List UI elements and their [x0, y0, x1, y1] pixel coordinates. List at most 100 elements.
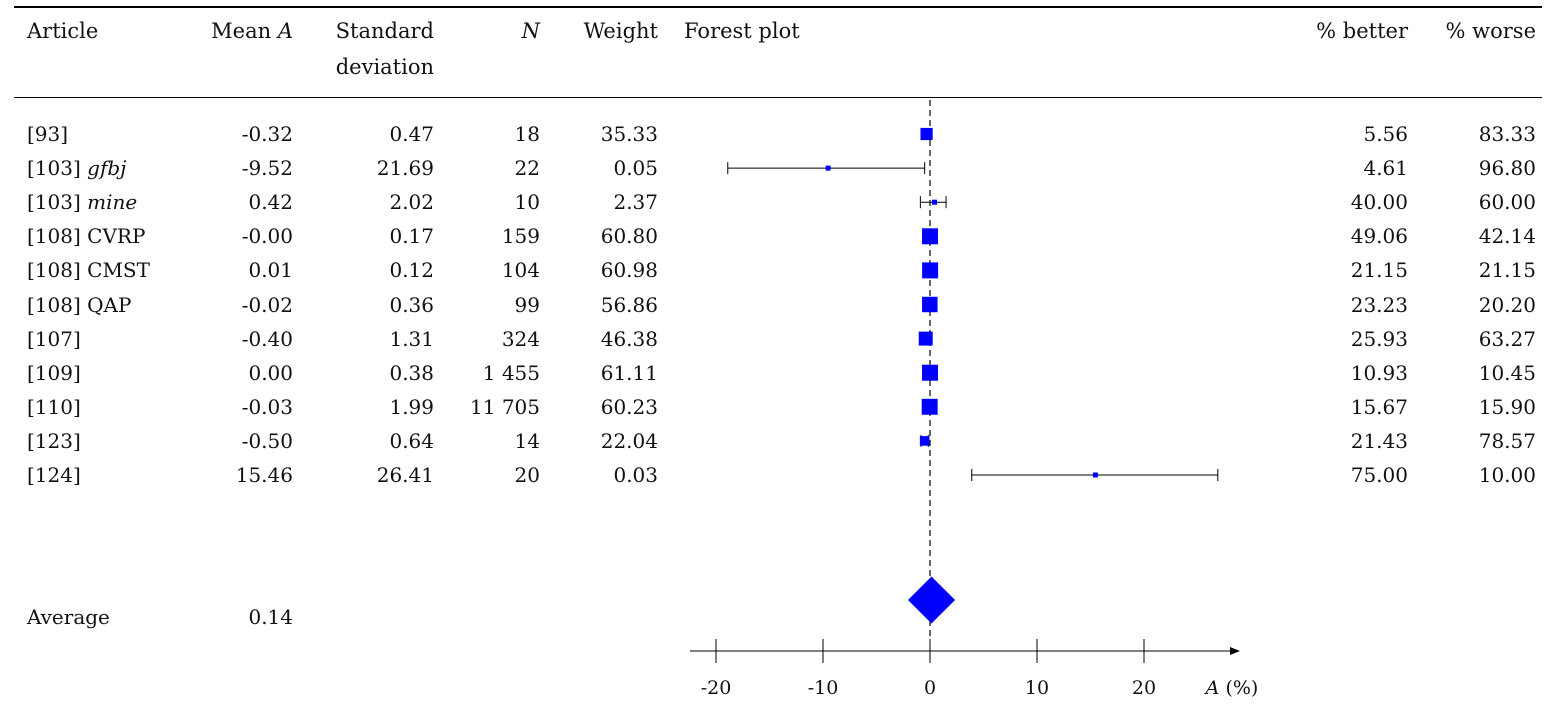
sd-cell: 1.31	[389, 326, 434, 351]
worse-cell: 96.80	[1478, 156, 1536, 181]
sd-cell: 0.64	[389, 428, 434, 453]
n-cell: 99	[514, 292, 540, 317]
n-cell: 18	[514, 122, 540, 146]
sd-cell: 21.69	[376, 156, 434, 181]
x-tick-label: 10	[1025, 677, 1049, 699]
effect-marker	[1092, 472, 1098, 478]
x-tick-label: -10	[808, 677, 839, 699]
worse-cell: 21.15	[1478, 258, 1536, 283]
better-cell: 25.93	[1350, 326, 1408, 351]
article-tag: gfbj	[87, 156, 127, 181]
effect-marker	[922, 228, 938, 245]
weight-cell: 56.86	[600, 292, 658, 317]
effect-marker	[931, 199, 937, 205]
effect-marker	[921, 398, 938, 415]
average-mean: 0.14	[248, 605, 293, 629]
article-tag: CVRP	[87, 224, 146, 249]
mean-cell: -0.32	[241, 122, 293, 146]
worse-cell: 10.00	[1478, 463, 1536, 487]
better-cell: 75.00	[1350, 463, 1408, 487]
article-tag: QAP	[87, 292, 132, 317]
mean-cell: 0.01	[248, 258, 293, 283]
better-cell: 4.61	[1363, 156, 1408, 181]
worse-cell: 15.90	[1478, 394, 1536, 419]
effect-marker	[920, 127, 933, 141]
sd-cell: 0.12	[389, 258, 434, 283]
n-cell: 159	[501, 224, 540, 249]
mean-cell: -0.40	[241, 326, 293, 351]
article-cell: [93]	[27, 120, 68, 148]
article-tag: mine	[87, 190, 138, 215]
better-cell: 21.15	[1350, 258, 1408, 283]
n-cell: 10	[514, 190, 540, 215]
article-cell: [103] mine	[27, 188, 137, 216]
worse-cell: 78.57	[1478, 428, 1536, 453]
x-tick-label: 0	[924, 677, 936, 699]
sd-cell: 26.41	[376, 463, 434, 487]
better-cell: 40.00	[1350, 190, 1408, 215]
better-cell: 10.93	[1350, 360, 1408, 385]
better-cell: 5.56	[1363, 122, 1408, 146]
effect-marker	[922, 296, 938, 313]
article-cell: [124]	[27, 461, 81, 489]
article-ref: [108]	[27, 224, 81, 249]
header-article: Article	[27, 19, 99, 43]
mean-cell: 0.42	[248, 190, 293, 215]
header-mean-var: A	[277, 19, 293, 43]
sd-cell: 2.02	[389, 190, 434, 215]
x-axis-label-unit: (%)	[1219, 677, 1258, 699]
better-cell: 21.43	[1350, 428, 1408, 453]
article-cell: [110]	[27, 393, 81, 421]
weight-cell: 60.80	[600, 224, 658, 249]
article-ref: [124]	[27, 463, 81, 487]
worse-cell: 83.33	[1478, 122, 1536, 146]
worse-cell: 63.27	[1478, 326, 1536, 351]
mean-cell: -0.03	[241, 394, 293, 419]
effect-marker	[922, 262, 939, 279]
worse-cell: 60.00	[1478, 190, 1536, 215]
n-cell: 14	[514, 428, 540, 453]
mean-cell: 0.00	[248, 360, 293, 385]
weight-cell: 61.11	[600, 360, 658, 385]
article-ref: [103]	[27, 190, 81, 215]
header-weight: Weight	[583, 19, 658, 43]
article-cell: [107]	[27, 325, 81, 353]
mean-cell: 15.46	[235, 463, 293, 487]
article-ref: [93]	[27, 122, 69, 146]
weight-cell: 2.37	[613, 190, 658, 215]
n-cell: 11 705	[470, 394, 540, 419]
x-tick-label: 20	[1132, 677, 1156, 699]
better-cell: 15.67	[1350, 394, 1408, 419]
header-worse: % worse	[1445, 19, 1537, 43]
article-cell: [109]	[27, 359, 81, 387]
x-axis-arrow	[1230, 647, 1240, 655]
worse-cell: 20.20	[1478, 292, 1536, 317]
effect-marker	[918, 331, 933, 346]
sd-cell: 0.47	[389, 122, 434, 146]
header-sd-line1: Standard	[335, 19, 434, 43]
mean-cell: -0.02	[241, 292, 293, 317]
worse-cell: 10.45	[1478, 360, 1536, 385]
article-ref: [107]	[27, 326, 81, 351]
article-ref: [110]	[27, 394, 81, 419]
sd-cell: 0.17	[389, 224, 434, 249]
article-ref: [108]	[27, 292, 81, 317]
n-cell: 20	[514, 463, 540, 487]
effect-marker	[921, 364, 939, 381]
mean-cell: -0.00	[241, 224, 293, 249]
worse-cell: 42.14	[1478, 224, 1536, 249]
article-ref: [108]	[27, 258, 81, 283]
article-cell: [108] QAP	[27, 291, 131, 319]
sd-cell: 0.38	[389, 360, 434, 385]
effect-marker	[825, 165, 831, 171]
better-cell: 49.06	[1350, 224, 1408, 249]
n-cell: 1 455	[482, 360, 540, 385]
article-tag: CMST	[87, 258, 150, 283]
n-cell: 22	[514, 156, 540, 181]
header-better: % better	[1316, 19, 1408, 43]
sd-cell: 0.36	[389, 292, 434, 317]
header-sd-line2: deviation	[335, 55, 434, 79]
pooled-diamond	[907, 576, 956, 624]
header-forest-plot: Forest plot	[684, 19, 800, 43]
article-cell: [123]	[27, 427, 81, 455]
